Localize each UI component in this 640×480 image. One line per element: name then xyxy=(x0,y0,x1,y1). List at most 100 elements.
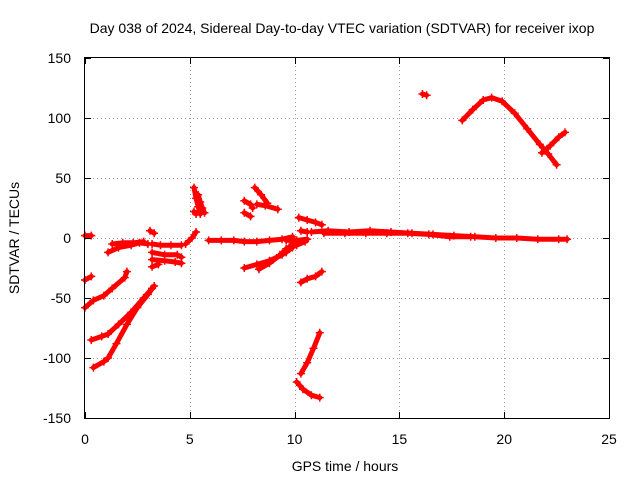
data-series xyxy=(81,90,572,402)
data-point xyxy=(148,240,157,248)
data-point xyxy=(294,213,303,222)
data-point xyxy=(487,93,496,102)
data-point xyxy=(546,141,555,150)
x-tick-label: 10 xyxy=(287,431,303,447)
series-arc-21 xyxy=(252,200,282,214)
data-point xyxy=(303,358,312,367)
data-point xyxy=(282,236,291,245)
data-point xyxy=(458,116,467,125)
data-point xyxy=(298,385,307,394)
data-point xyxy=(468,105,477,114)
data-point xyxy=(240,264,249,272)
data-point xyxy=(87,272,96,281)
data-point xyxy=(554,235,563,244)
series-arc-3 xyxy=(81,267,131,312)
data-point xyxy=(148,248,157,257)
data-point xyxy=(273,205,282,214)
data-point xyxy=(307,391,316,400)
data-point xyxy=(292,241,301,250)
data-point xyxy=(145,226,154,235)
data-point xyxy=(177,259,186,268)
series-line xyxy=(539,129,568,156)
data-point xyxy=(282,248,291,257)
data-point xyxy=(422,91,431,100)
series-arc-25 xyxy=(282,237,310,253)
series-line xyxy=(298,269,325,285)
series-arc-10 xyxy=(148,248,186,262)
data-point xyxy=(108,240,117,248)
data-point xyxy=(533,235,542,244)
y-tick-label: -50 xyxy=(51,290,71,306)
data-point xyxy=(315,328,324,337)
data-point xyxy=(403,229,412,238)
series-arc-11 xyxy=(148,255,186,268)
data-point xyxy=(112,339,121,348)
data-point xyxy=(129,238,138,247)
data-point xyxy=(104,248,113,257)
data-point xyxy=(466,232,475,241)
data-point xyxy=(554,133,563,142)
data-point xyxy=(187,234,196,242)
data-point xyxy=(148,255,157,264)
data-point xyxy=(292,378,301,386)
plot-frame xyxy=(84,57,610,419)
data-point xyxy=(150,282,159,290)
data-point xyxy=(108,284,117,293)
data-point xyxy=(315,393,324,402)
data-point xyxy=(200,208,209,217)
data-point xyxy=(192,228,201,236)
data-point xyxy=(217,236,226,245)
data-point xyxy=(122,267,131,276)
series-arc-12 xyxy=(148,260,163,271)
x-tick-labels: 0 5 10 15 20 25 xyxy=(81,431,617,447)
data-point xyxy=(166,241,175,250)
data-point xyxy=(257,190,266,199)
data-point xyxy=(250,183,259,192)
series-arc-31 xyxy=(292,378,324,402)
y-tick-label: -150 xyxy=(43,410,71,426)
data-point xyxy=(246,212,255,221)
data-point xyxy=(240,237,249,246)
series-line xyxy=(294,379,323,401)
data-point xyxy=(510,109,519,118)
series-arc-20 xyxy=(250,183,272,208)
series-arc-2 xyxy=(81,272,96,284)
data-point xyxy=(156,241,165,250)
data-point xyxy=(340,229,349,238)
data-point xyxy=(498,97,507,106)
data-point xyxy=(296,226,305,235)
data-point xyxy=(361,229,370,238)
data-point xyxy=(275,250,284,259)
data-point xyxy=(296,369,305,378)
y-tick-label: -100 xyxy=(43,350,71,366)
series-arc-19 xyxy=(240,208,255,221)
series-arc-34 xyxy=(418,90,431,100)
data-point xyxy=(99,357,108,366)
data-point xyxy=(261,201,270,210)
data-point xyxy=(537,148,546,157)
data-point xyxy=(173,250,182,259)
data-point xyxy=(148,262,157,271)
data-point xyxy=(114,320,123,329)
data-point xyxy=(194,190,203,199)
data-point xyxy=(122,320,131,329)
series-arc-7 xyxy=(108,237,148,248)
data-point xyxy=(309,344,318,353)
data-point xyxy=(89,363,98,372)
data-point xyxy=(479,96,488,104)
series-arc-26 xyxy=(275,248,291,259)
data-point xyxy=(319,229,328,238)
data-point xyxy=(252,260,261,269)
series-line xyxy=(296,215,325,228)
data-point xyxy=(311,272,320,281)
data-point xyxy=(424,230,433,239)
y-axis-label: SDTVAR / TECUs xyxy=(6,182,22,294)
data-point xyxy=(563,235,572,244)
data-point xyxy=(303,216,312,224)
data-point xyxy=(154,260,163,269)
data-point xyxy=(445,232,454,241)
data-point xyxy=(535,140,544,149)
series-line xyxy=(149,249,184,260)
series-arc-27 xyxy=(294,213,326,229)
